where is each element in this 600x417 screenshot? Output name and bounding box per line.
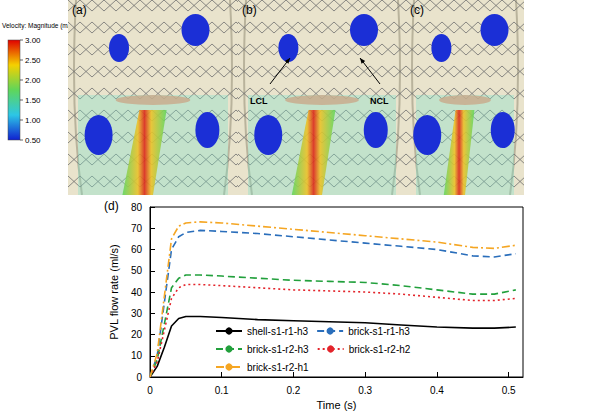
svg-text:brick-s1-r2-h3: brick-s1-r2-h3 bbox=[247, 344, 309, 355]
svg-text:0.4: 0.4 bbox=[430, 385, 444, 396]
svg-text:2.00: 2.00 bbox=[25, 76, 41, 85]
svg-text:70: 70 bbox=[131, 223, 143, 234]
svg-text:1.00: 1.00 bbox=[25, 116, 41, 125]
svg-text:3.00: 3.00 bbox=[25, 36, 41, 45]
svg-text:0: 0 bbox=[136, 372, 142, 383]
svg-text:0.2: 0.2 bbox=[287, 385, 301, 396]
svg-text:(b): (b) bbox=[242, 3, 257, 17]
svg-text:0.5: 0.5 bbox=[502, 385, 516, 396]
svg-text:0.50: 0.50 bbox=[25, 136, 41, 145]
svg-text:50: 50 bbox=[131, 265, 143, 276]
svg-text:40: 40 bbox=[131, 287, 143, 298]
svg-text:(c): (c) bbox=[410, 3, 424, 17]
svg-text:30: 30 bbox=[131, 308, 143, 319]
svg-text:shell-s1-r1-h3: shell-s1-r1-h3 bbox=[247, 326, 309, 337]
svg-text:10: 10 bbox=[131, 350, 143, 361]
svg-text:60: 60 bbox=[131, 244, 143, 255]
svg-text:(d): (d) bbox=[104, 199, 119, 213]
svg-text:brick-s1-r2-h2: brick-s1-r2-h2 bbox=[349, 344, 411, 355]
svg-text:(a): (a) bbox=[72, 3, 87, 17]
svg-text:brick-s1-r1-h3: brick-s1-r1-h3 bbox=[348, 326, 410, 337]
svg-text:2.50: 2.50 bbox=[25, 56, 41, 65]
svg-text:NCL: NCL bbox=[370, 96, 389, 106]
svg-text:0.3: 0.3 bbox=[358, 385, 372, 396]
svg-text:PVL flow rate (ml/s): PVL flow rate (ml/s) bbox=[108, 244, 120, 340]
svg-text:0.1: 0.1 bbox=[215, 385, 229, 396]
svg-text:20: 20 bbox=[131, 329, 143, 340]
svg-text:1.50: 1.50 bbox=[25, 96, 41, 105]
svg-text:brick-s1-r2-h1: brick-s1-r2-h1 bbox=[247, 362, 309, 373]
svg-text:Time (s): Time (s) bbox=[317, 399, 357, 411]
svg-text:80: 80 bbox=[131, 202, 143, 213]
svg-text:Velocity: Magnitude (m/s): Velocity: Magnitude (m/s) bbox=[2, 22, 75, 30]
svg-text:0: 0 bbox=[147, 385, 153, 396]
svg-text:LCL: LCL bbox=[250, 96, 268, 106]
